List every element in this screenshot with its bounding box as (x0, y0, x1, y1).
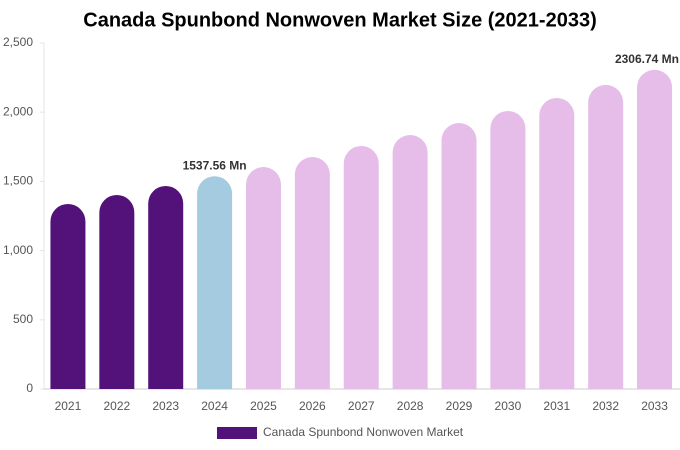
x-tick-label: 2023 (152, 399, 179, 413)
y-tick-label: 1,000 (3, 243, 33, 257)
x-tick-label: 2024 (201, 399, 228, 413)
legend-swatch (217, 427, 257, 439)
bar (392, 135, 428, 389)
bar (588, 84, 624, 389)
y-tick-label: 2,500 (3, 35, 33, 49)
bar (245, 167, 281, 389)
x-tick-label: 2028 (397, 399, 424, 413)
y-tick-label: 0 (26, 381, 33, 395)
chart-title: Canada Spunbond Nonwoven Market Size (20… (83, 9, 596, 31)
bar (343, 145, 379, 389)
bar (50, 203, 86, 389)
bar (197, 176, 233, 389)
x-tick-label: 2030 (495, 399, 522, 413)
x-tick-label: 2031 (543, 399, 570, 413)
x-tick-label: 2027 (348, 399, 375, 413)
bar (441, 122, 477, 390)
y-tick-label: 1,500 (3, 174, 33, 188)
legend-label: Canada Spunbond Nonwoven Market (263, 425, 464, 439)
y-tick-label: 2,000 (3, 104, 33, 118)
data-label: 2306.74 Mn (615, 52, 679, 66)
x-tick-label: 2025 (250, 399, 277, 413)
x-tick-label: 2032 (592, 399, 619, 413)
bar (539, 97, 575, 390)
bar (637, 69, 673, 389)
bar (148, 185, 184, 389)
bar (294, 157, 330, 389)
y-tick-label: 500 (13, 312, 33, 326)
bar (99, 194, 135, 389)
x-tick-label: 2026 (299, 399, 326, 413)
x-tick-label: 2021 (55, 399, 82, 413)
x-tick-label: 2029 (446, 399, 473, 413)
x-tick-label: 2022 (103, 399, 130, 413)
data-label: 1537.56 Mn (183, 158, 247, 172)
x-tick-label: 2033 (641, 399, 668, 413)
bar (490, 110, 526, 389)
